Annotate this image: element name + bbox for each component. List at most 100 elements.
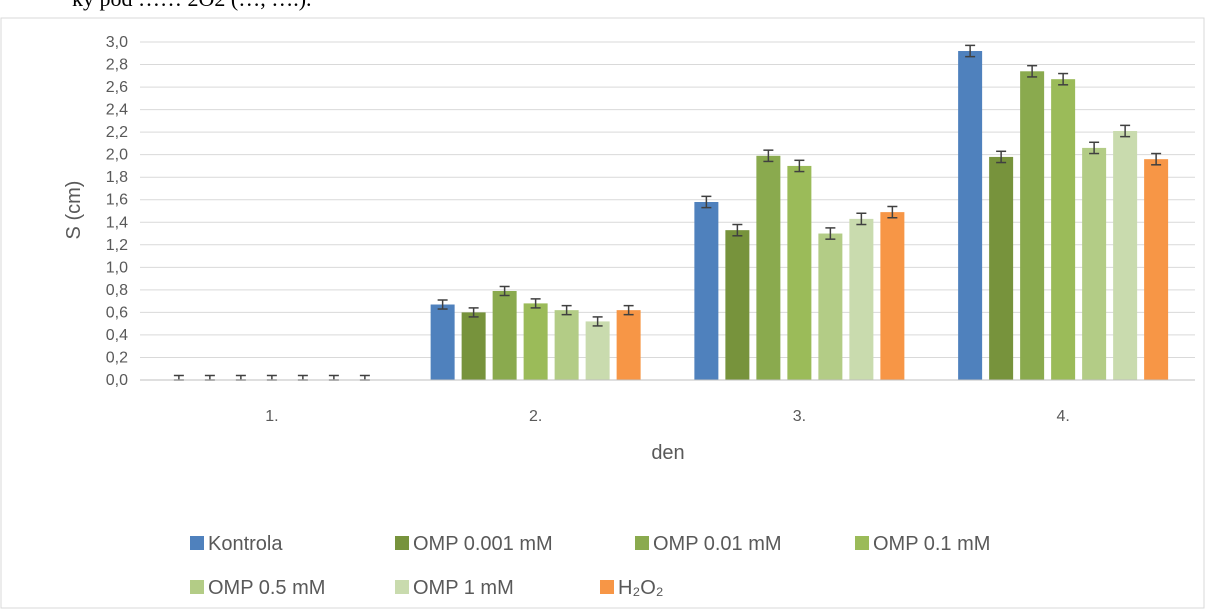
error-bar: [1089, 141, 1100, 155]
y-tick-label: 1,4: [106, 214, 128, 231]
error-bar: [1027, 64, 1038, 78]
error-bar: [592, 316, 603, 327]
y-tick-label: 0,6: [106, 304, 128, 321]
bars: [430, 51, 1169, 381]
x-axis-title: den: [651, 442, 684, 464]
y-tick-label: 0,8: [106, 282, 128, 299]
legend-swatch: [395, 536, 409, 550]
error-bar: [887, 205, 898, 219]
bar: [585, 321, 610, 380]
legend-item: H₂O₂: [600, 577, 664, 599]
error-bar: [266, 374, 277, 381]
legend-swatch: [600, 580, 614, 594]
error-bar: [825, 227, 836, 240]
y-tick-label: 2,2: [106, 124, 128, 141]
error-bar: [530, 298, 541, 309]
legend-item: OMP 0.1 mM: [855, 533, 990, 555]
legend-label: OMP 0.5 mM: [208, 577, 325, 599]
y-tick-label: 2,8: [106, 57, 128, 74]
legend-label: OMP 0.01 mM: [653, 533, 782, 555]
y-tick-label: 2,6: [106, 79, 128, 96]
y-tick-label: 0,4: [106, 327, 128, 344]
error-bar: [499, 285, 510, 297]
legend-label: Kontrola: [208, 533, 283, 555]
error-bar: [1151, 152, 1162, 166]
legend-swatch: [395, 580, 409, 594]
legend-swatch: [855, 536, 869, 550]
error-bar: [701, 195, 712, 209]
legend-swatch: [190, 536, 204, 550]
error-bar: [297, 374, 308, 381]
legend-label: OMP 0.1 mM: [873, 533, 990, 555]
bar: [958, 51, 983, 380]
error-bar: [359, 374, 370, 381]
gridlines: [140, 41, 1195, 358]
bar: [1113, 131, 1138, 380]
legend-label: H₂O₂: [618, 577, 664, 599]
bar: [1051, 79, 1076, 381]
x-tick-label: 3.: [793, 408, 806, 425]
legend-item: OMP 0.01 mM: [635, 533, 782, 555]
error-bar: [732, 223, 743, 237]
bar: [694, 201, 719, 380]
y-tick-label: 2,4: [106, 102, 128, 119]
bar: [554, 310, 579, 380]
x-axis-ticks: 1. 2. 3. 4.: [265, 408, 1070, 425]
bar: [756, 155, 781, 380]
y-axis-ticks: 0,0 0,2 0,4 0,6 0,8 1,0 1,2 1,4 1,6 1,8 2,0 2,2 2,4 2…: [106, 34, 128, 389]
legend: Kontrola OMP 0.001 mM OMP 0.01 mM OMP 0.1 m…: [190, 533, 990, 599]
error-bar: [1120, 124, 1131, 138]
bar: [1020, 71, 1045, 380]
y-axis-title: S (cm): [63, 181, 85, 240]
legend-label: OMP 0.001 mM: [413, 533, 553, 555]
bar: [430, 304, 455, 380]
y-tick-label: 1,0: [106, 259, 128, 276]
error-bar: [763, 149, 774, 163]
legend-item: OMP 0.5 mM: [190, 577, 325, 599]
error-bar: [204, 374, 215, 381]
error-bar: [794, 159, 805, 173]
error-bar: [623, 304, 634, 316]
bar: [725, 230, 750, 380]
error-bar: [328, 374, 339, 381]
legend-item: OMP 1 mM: [395, 577, 514, 599]
caption-fragment: ky pod …… 2O2 (…, ….).: [72, 0, 312, 11]
bar: [492, 290, 517, 380]
legend-item: OMP 0.001 mM: [395, 533, 553, 555]
x-tick-label: 2.: [529, 408, 542, 425]
error-bar: [468, 307, 479, 318]
bar: [849, 218, 874, 380]
error-bar: [996, 150, 1007, 164]
error-bar: [965, 44, 976, 58]
bar: [787, 165, 812, 380]
chart-border: [0, 17, 1205, 609]
legend-item: Kontrola: [190, 533, 283, 555]
bar: [818, 233, 843, 380]
x-tick-label: 4.: [1056, 408, 1069, 425]
y-tick-label: 3,0: [106, 34, 128, 51]
error-bar: [1058, 72, 1069, 86]
error-bar: [173, 374, 184, 381]
y-tick-label: 1,2: [106, 237, 128, 254]
legend-swatch: [635, 536, 649, 550]
y-tick-label: 1,6: [106, 192, 128, 209]
legend-swatch: [190, 580, 204, 594]
bar: [989, 156, 1014, 380]
bar: [1144, 159, 1169, 380]
y-tick-label: 0,2: [106, 349, 128, 366]
bar: [616, 310, 641, 380]
legend-label: OMP 1 mM: [413, 577, 514, 599]
error-bar: [235, 374, 246, 381]
bar: [880, 212, 905, 380]
x-tick-label: 1.: [265, 408, 278, 425]
error-bar: [856, 212, 867, 226]
error-bar: [561, 304, 572, 316]
y-tick-label: 1,8: [106, 169, 128, 186]
y-tick-label: 2,0: [106, 147, 128, 164]
y-tick-label: 0,0: [106, 372, 128, 389]
bar: [461, 312, 486, 380]
bar: [1082, 147, 1107, 380]
error-bar: [437, 299, 448, 310]
bar: [523, 303, 548, 380]
